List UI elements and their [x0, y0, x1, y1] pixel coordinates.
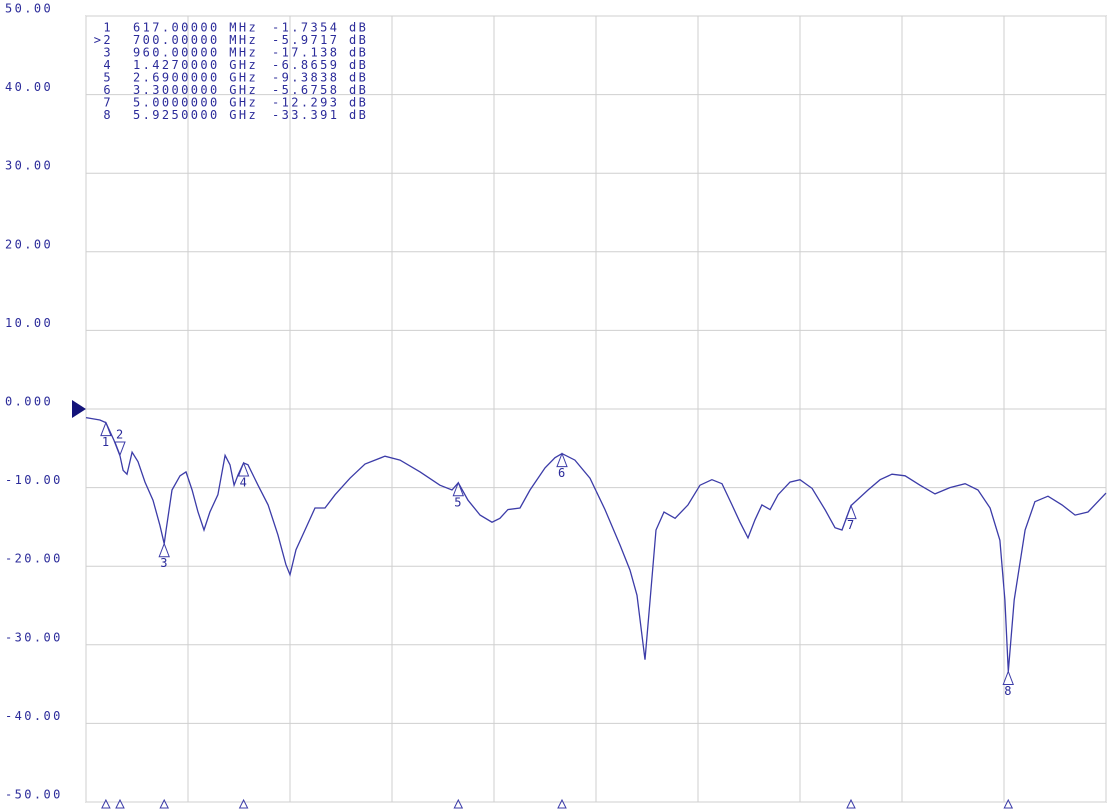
marker-label: 7 [847, 518, 857, 532]
marker-axis-tick [557, 798, 567, 809]
marker-table-frequency: 1.4270000 GHz [133, 58, 258, 72]
marker-table-value: -6.8659 dB [272, 58, 368, 72]
y-tick-label: -20.00 [5, 552, 63, 566]
reference-pointer [72, 400, 86, 418]
marker-table-frequency: 5.9250000 GHz [133, 108, 258, 122]
marker-table-frequency: 5.0000000 GHz [133, 96, 258, 110]
marker-table-id: 8 [103, 108, 113, 122]
y-tick-label: -10.00 [5, 473, 63, 487]
marker-table-id: 6 [103, 83, 113, 97]
y-tick-label: 30.00 [5, 159, 53, 173]
marker-axis-tick [115, 798, 125, 809]
y-tick-label: 0.000 [5, 395, 53, 409]
marker-axis-tick [159, 798, 170, 809]
marker-table-value: -17.138 dB [272, 46, 368, 60]
marker-table-frequency: 960.00000 MHz [133, 46, 258, 60]
marker-table-id: 1 [103, 21, 113, 35]
marker-table-value: -5.9717 dB [272, 33, 368, 47]
y-tick-label: 50.00 [5, 2, 53, 16]
marker-table-frequency: 2.6900000 GHz [133, 71, 258, 85]
marker-triangle [452, 481, 465, 497]
marker-table-frequency: 700.00000 MHz [133, 33, 258, 47]
marker-axis-tick [101, 798, 111, 809]
marker-axis-tick [846, 798, 856, 809]
marker-table-frequency: 617.00000 MHz [133, 21, 258, 35]
marker-table-id: 7 [103, 96, 113, 110]
marker-triangle [556, 452, 568, 468]
marker-label: 5 [454, 495, 464, 509]
y-tick-label: 10.00 [5, 316, 53, 330]
marker-axis-tick [238, 798, 249, 809]
marker-triangle [158, 542, 170, 558]
marker-table-id: 3 [103, 46, 113, 60]
marker-label: 2 [116, 427, 126, 441]
marker-label: 3 [160, 556, 170, 570]
marker-table-id: >2 [94, 33, 113, 47]
y-tick-label: -40.00 [5, 709, 63, 723]
marker-table-value: -5.6758 dB [272, 83, 368, 97]
trace [85, 416, 1107, 672]
marker-triangle [1002, 670, 1014, 685]
marker-triangle [100, 421, 112, 437]
marker-axis-tick [1003, 798, 1014, 809]
marker-table-value: -33.391 dB [272, 108, 368, 122]
marker-table-value: -12.293 dB [272, 96, 368, 110]
marker-table-id: 4 [103, 58, 113, 72]
marker-label: 8 [1004, 684, 1014, 698]
marker-table-id: 5 [103, 71, 113, 85]
marker-triangle [114, 441, 126, 457]
marker-table-value: -1.7354 dB [272, 21, 368, 35]
marker-table-frequency: 3.3000000 GHz [133, 83, 258, 97]
marker-label: 1 [102, 435, 112, 449]
y-tick-label: 20.00 [5, 237, 53, 251]
marker-label: 6 [558, 466, 568, 480]
y-tick-label: 40.00 [5, 80, 53, 94]
y-tick-label: -50.00 [5, 788, 63, 802]
marker-axis-tick [453, 798, 464, 809]
marker-label: 4 [240, 475, 250, 489]
marker-table-value: -9.3838 dB [272, 71, 368, 85]
marker-triangle [845, 504, 857, 520]
y-tick-label: -30.00 [5, 630, 63, 644]
marker-triangle [237, 461, 250, 477]
